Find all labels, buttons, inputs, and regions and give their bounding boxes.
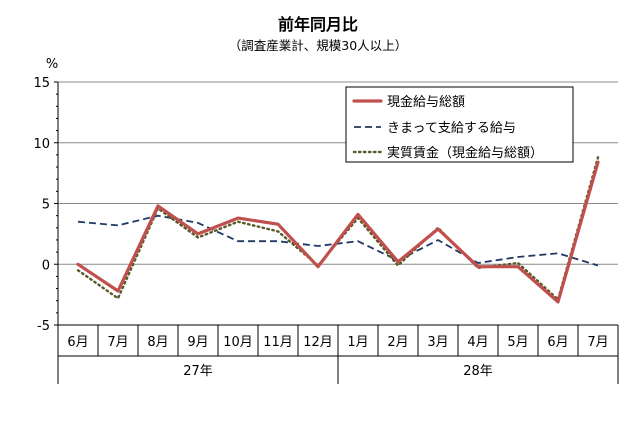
legend-label-1: きまって支給する給与 (387, 121, 516, 136)
x-category-label: 1月 (347, 335, 368, 350)
x-year-label-1: 28年 (463, 364, 493, 379)
x-category-label: 6月 (547, 335, 568, 350)
x-category-label: 6月 (67, 335, 88, 350)
x-category-label: 4月 (467, 335, 488, 350)
x-category-label: 12月 (303, 335, 333, 350)
legend-label-2: 実質賃金（現金給与総額） (387, 145, 543, 161)
x-category-label: 5月 (507, 335, 528, 350)
x-category-label: 10月 (223, 335, 253, 350)
x-category-label: 7月 (107, 335, 128, 350)
y-tick-label-1: 10 (33, 137, 50, 152)
x-category-label: 9月 (187, 335, 208, 350)
y-tick-label-0: 15 (33, 76, 50, 91)
x-category-label: 8月 (147, 335, 168, 350)
y-tick-label-2: 5 (42, 198, 50, 213)
series-line-2 (76, 156, 600, 301)
y-tick-label-3: 0 (42, 258, 50, 273)
series-line-1 (77, 214, 599, 267)
x-category-label: 3月 (427, 335, 448, 350)
legend: 現金給与総額 きまって支給する給与 実質賃金（現金給与総額） (345, 86, 574, 163)
x-category-label: 7月 (587, 335, 608, 350)
x-axis: 6月 7月 8月 9月 10月 11月 12月 1月 2月 3月 4月 5月 6月 7月 27年 28年 (57, 324, 619, 384)
y-unit-label: % (46, 57, 58, 72)
legend-box (345, 86, 574, 163)
y-tick-label-4: -5 (37, 319, 50, 334)
chart-subtitle: （調査産業計、規模30人以上） (229, 38, 407, 53)
chart-title: 前年同月比 (278, 15, 358, 34)
series-line-0 (76, 160, 600, 304)
series-lines (76, 156, 600, 304)
y-axis-ticks: 15 10 5 0 -5 (33, 76, 59, 334)
legend-label-0: 現金給与総額 (387, 94, 465, 110)
x-category-label: 11月 (263, 335, 293, 350)
x-category-label: 2月 (387, 335, 408, 350)
x-year-label-0: 27年 (183, 364, 213, 379)
